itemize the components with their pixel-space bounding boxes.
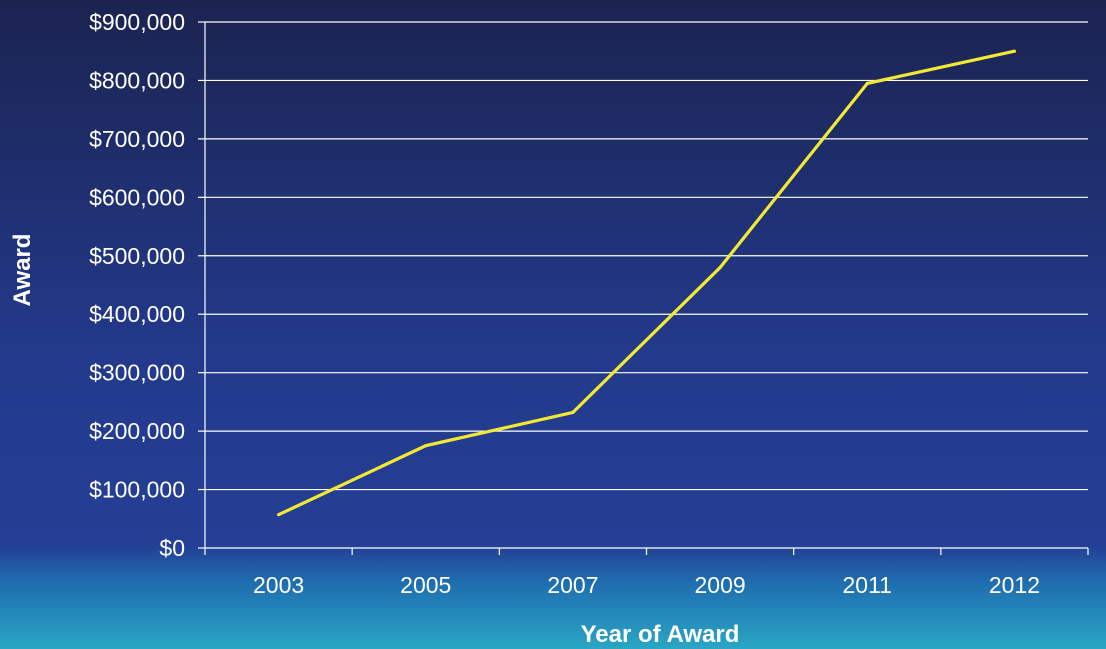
x-tick-label: 2005	[400, 572, 451, 598]
axes	[198, 21, 1089, 555]
x-tick-label: 2009	[694, 572, 745, 598]
gridlines	[205, 21, 1088, 491]
y-axis-label: Award	[9, 234, 36, 307]
series-layer	[276, 49, 1017, 517]
data-point	[276, 513, 281, 517]
y-tick-label: $700,000	[89, 126, 185, 152]
y-tick-label: $800,000	[89, 67, 185, 93]
y-tick-labels: $0 $100,000 $200,000 $300,000 $400,000 $500,0…	[89, 9, 185, 561]
data-point	[718, 265, 722, 270]
y-tick-label: $500,000	[89, 243, 185, 269]
y-tick-label: $900,000	[89, 9, 185, 35]
data-point	[865, 81, 869, 85]
y-tick-label: $300,000	[89, 360, 185, 386]
x-tick-label: 2003	[253, 572, 304, 598]
y-tick-label: $400,000	[89, 301, 185, 327]
y-tick-label: $100,000	[89, 477, 185, 503]
y-tick-label: $200,000	[89, 418, 185, 444]
data-point	[424, 444, 428, 448]
x-tick-labels: 2003 2005 2007 2009 2011 2012	[253, 572, 1040, 598]
y-tick-label: $600,000	[89, 184, 185, 210]
x-tick-label: 2011	[843, 572, 892, 598]
x-tick-label: 2012	[989, 572, 1040, 598]
data-point	[1012, 49, 1017, 53]
data-point	[571, 410, 575, 415]
y-tick-label: $0	[159, 535, 185, 561]
x-axis-label: Year of Award	[581, 621, 740, 648]
series-line	[277, 49, 1015, 517]
x-tick-label: 2007	[547, 572, 598, 598]
